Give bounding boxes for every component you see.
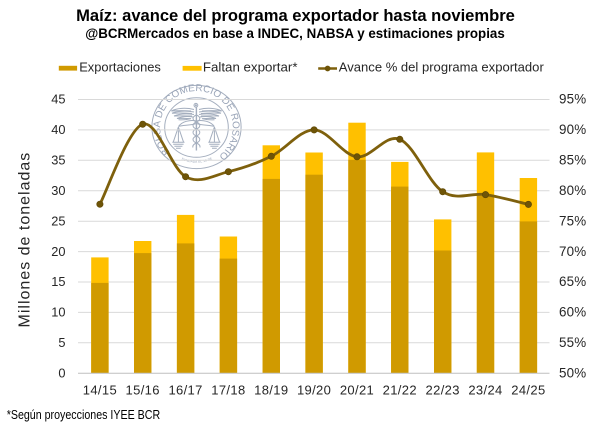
svg-text:@BCRMercados en base a INDEC,: @BCRMercados en base a INDEC, NABSA y es… (85, 26, 505, 41)
svg-text:90%: 90% (559, 122, 586, 137)
svg-text:85%: 85% (559, 153, 586, 168)
svg-text:Millones de toneladas: Millones de toneladas (17, 152, 34, 328)
svg-text:0: 0 (58, 365, 65, 380)
svg-text:50%: 50% (559, 365, 586, 380)
svg-text:17/18: 17/18 (211, 382, 245, 397)
svg-text:25: 25 (51, 213, 65, 228)
svg-text:20/21: 20/21 (340, 382, 374, 397)
svg-text:21/22: 21/22 (383, 382, 417, 397)
svg-text:40: 40 (51, 122, 65, 137)
svg-text:20: 20 (51, 244, 65, 259)
svg-text:15/16: 15/16 (126, 382, 160, 397)
svg-text:18/19: 18/19 (254, 382, 288, 397)
svg-text:Exportaciones: Exportaciones (79, 59, 161, 74)
svg-text:Avance % del programa exportad: Avance % del programa exportador (339, 60, 544, 74)
svg-text:70%: 70% (559, 244, 586, 259)
svg-text:10: 10 (51, 305, 65, 320)
svg-text:Faltan exportar*: Faltan exportar* (203, 59, 298, 74)
svg-text:30: 30 (51, 183, 65, 198)
svg-text:16/17: 16/17 (168, 382, 202, 397)
svg-text:80%: 80% (559, 183, 586, 198)
svg-text:24/25: 24/25 (511, 382, 545, 397)
svg-text:45: 45 (51, 92, 65, 107)
svg-text:19/20: 19/20 (297, 382, 331, 397)
svg-text:75%: 75% (559, 213, 586, 228)
svg-text:*Según proyecciones IYEE BCR: *Según proyecciones IYEE BCR (7, 407, 161, 422)
svg-text:35: 35 (51, 153, 65, 168)
svg-text:5: 5 (58, 335, 65, 350)
svg-text:Maíz: avance del programa expo: Maíz: avance del programa exportador has… (76, 6, 515, 25)
svg-text:65%: 65% (559, 274, 586, 289)
svg-text:23/24: 23/24 (468, 382, 502, 397)
svg-text:15: 15 (51, 274, 65, 289)
svg-text:14/15: 14/15 (83, 382, 117, 397)
svg-text:60%: 60% (559, 305, 586, 320)
svg-text:55%: 55% (559, 335, 586, 350)
svg-text:22/23: 22/23 (426, 382, 460, 397)
svg-text:95%: 95% (559, 92, 586, 107)
